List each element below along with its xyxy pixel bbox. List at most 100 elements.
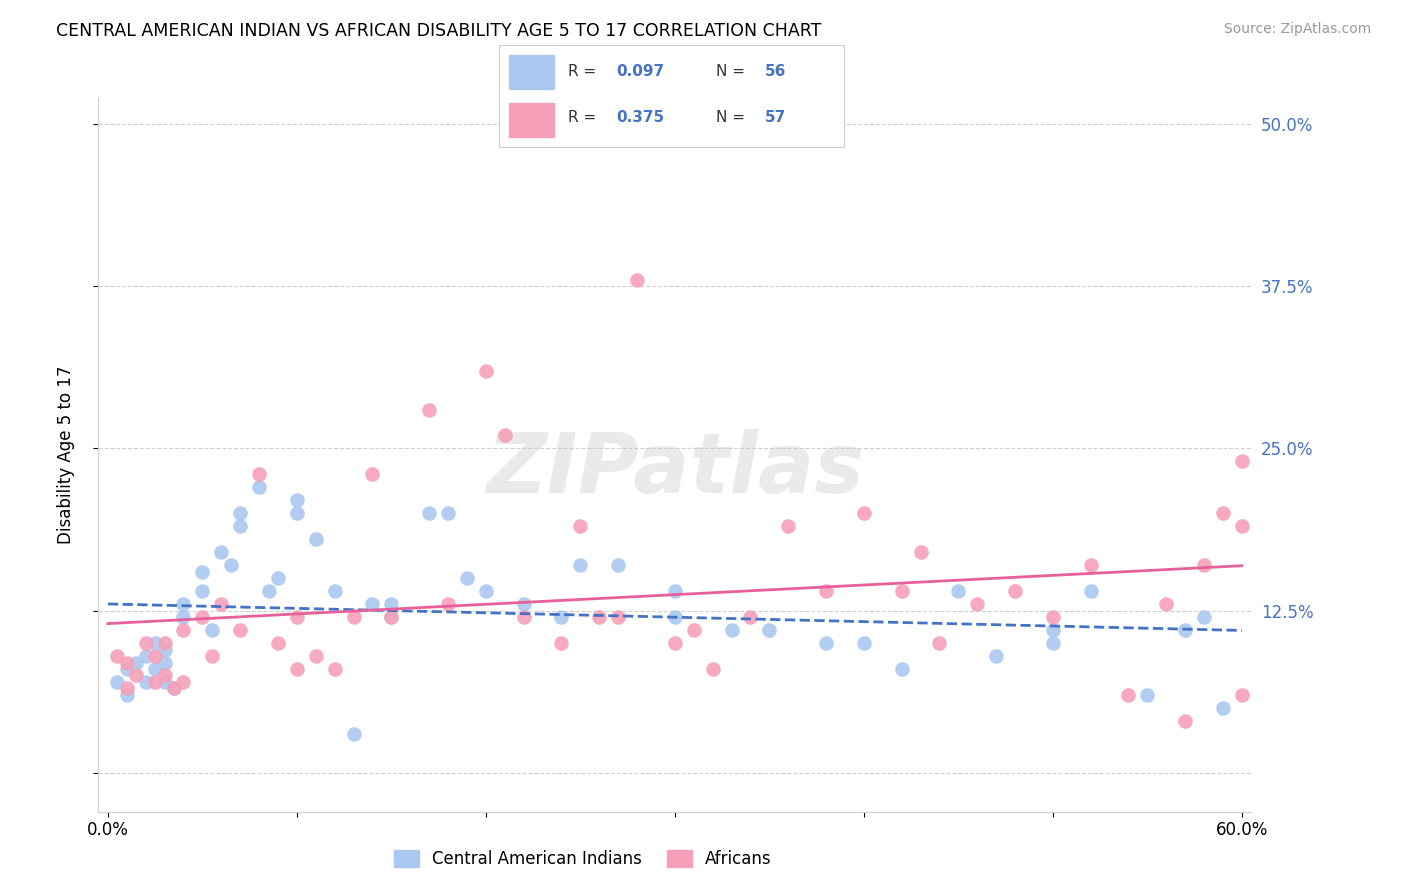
Point (890, 662, 912, 676)
Point (342, 727, 364, 741)
Point (323, 584, 346, 599)
Point (910, 545, 932, 559)
Point (418, 506, 440, 520)
Point (1156, 597, 1178, 611)
Point (815, 636, 838, 650)
Point (380, 597, 402, 611)
Point (664, 610, 686, 624)
Point (494, 428, 516, 442)
Point (1174, 714, 1197, 728)
Point (966, 597, 988, 611)
Point (143, 675, 166, 690)
Point (1230, 519, 1253, 533)
Point (720, 623, 742, 637)
Point (163, 681, 186, 696)
Point (323, 662, 346, 676)
Point (986, 648, 1008, 663)
Point (928, 636, 950, 650)
Point (125, 668, 148, 682)
Point (1080, 584, 1102, 599)
Point (135, 648, 157, 663)
Point (267, 636, 290, 650)
Point (342, 610, 364, 624)
Point (1212, 701, 1234, 715)
Point (380, 610, 402, 624)
Point (664, 584, 686, 599)
Point (569, 558, 592, 573)
Point (380, 610, 402, 624)
Point (172, 597, 194, 611)
Point (607, 610, 630, 624)
Point (115, 688, 138, 702)
Point (361, 467, 384, 482)
Text: R =: R = (568, 64, 602, 79)
Point (143, 662, 166, 676)
Point (437, 597, 460, 611)
Point (229, 506, 252, 520)
Point (285, 662, 308, 676)
Point (815, 584, 838, 599)
Point (1004, 584, 1026, 599)
Point (191, 565, 214, 579)
Point (229, 623, 252, 637)
Point (1212, 506, 1234, 520)
Point (172, 623, 194, 637)
Point (437, 506, 460, 520)
Point (153, 668, 176, 682)
Point (475, 363, 498, 377)
Point (682, 623, 704, 637)
Point (153, 656, 176, 670)
Point (1192, 610, 1215, 624)
Point (1230, 454, 1253, 468)
Point (115, 662, 138, 676)
Point (115, 656, 138, 670)
Point (135, 636, 157, 650)
Point (1230, 688, 1253, 702)
Point (1136, 688, 1159, 702)
Point (115, 681, 138, 696)
Point (267, 571, 290, 585)
Text: R =: R = (568, 111, 602, 126)
Point (1042, 636, 1064, 650)
Point (456, 571, 478, 585)
Point (201, 623, 224, 637)
Point (1174, 623, 1197, 637)
Point (257, 584, 280, 599)
Point (890, 584, 912, 599)
Point (191, 584, 214, 599)
Text: N =: N = (716, 64, 749, 79)
Point (172, 610, 194, 624)
Point (626, 273, 648, 287)
Point (285, 610, 308, 624)
Point (105, 675, 128, 690)
Point (475, 584, 498, 599)
Point (1042, 610, 1064, 624)
Text: ZIPatlas: ZIPatlas (486, 429, 863, 509)
Point (285, 493, 308, 508)
Point (153, 675, 176, 690)
Text: Source: ZipAtlas.com: Source: ZipAtlas.com (1223, 22, 1371, 37)
Point (948, 584, 970, 599)
Point (153, 642, 176, 657)
Point (105, 648, 128, 663)
Text: 57: 57 (765, 111, 786, 126)
Point (285, 506, 308, 520)
Text: 0.097: 0.097 (616, 64, 665, 79)
Point (607, 558, 630, 573)
Bar (509, 103, 554, 137)
Point (512, 610, 534, 624)
Point (135, 675, 157, 690)
Point (778, 519, 800, 533)
Point (1192, 558, 1215, 573)
Point (153, 636, 176, 650)
Point (143, 636, 166, 650)
Point (758, 623, 780, 637)
Point (664, 636, 686, 650)
Text: N =: N = (716, 111, 749, 126)
Point (550, 610, 572, 624)
Point (852, 636, 875, 650)
Point (163, 681, 186, 696)
Point (569, 519, 592, 533)
Y-axis label: Disability Age 5 to 17: Disability Age 5 to 17 (56, 366, 75, 544)
Legend: Central American Indians, Africans: Central American Indians, Africans (387, 843, 779, 875)
